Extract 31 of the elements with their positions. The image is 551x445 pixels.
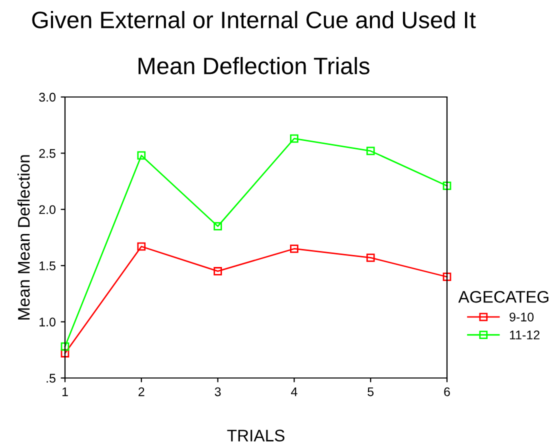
- point: [60, 349, 70, 358]
- y-axis-title: Mean Mean Deflection: [18, 155, 30, 320]
- point: [442, 182, 452, 190]
- y-tick-label: 1.0: [40, 318, 56, 326]
- y-tick-label: 1.5: [40, 262, 56, 270]
- point: [366, 146, 375, 156]
- point: [366, 254, 375, 262]
- x-tick-label: 6: [444, 387, 450, 396]
- legend-title: AGECATEG: [458, 290, 548, 303]
- point: [290, 134, 298, 143]
- point: [60, 342, 70, 351]
- point: [442, 272, 452, 282]
- y-tick-label: 3.0: [39, 92, 56, 102]
- x-tick-label: 2: [138, 387, 144, 396]
- x-tick-label: 5: [368, 387, 374, 396]
- y-tick-label: 2.5: [39, 149, 56, 158]
- x-axis-title: TRIALS: [227, 430, 284, 442]
- point: [137, 242, 146, 251]
- point: [137, 151, 146, 160]
- point: [214, 222, 222, 230]
- point: [290, 244, 298, 253]
- chart-subtitle: Mean Deflection Trials: [138, 56, 370, 74]
- y-tick-label: 2.0: [39, 205, 56, 214]
- x-tick-label: 4: [291, 387, 298, 396]
- point: [214, 267, 222, 276]
- x-tick-label: 3: [214, 387, 221, 396]
- legend-label: 11-12: [510, 330, 540, 340]
- x-tick-label: 1: [62, 387, 68, 396]
- legend-label: 9-10: [510, 312, 534, 322]
- chart-title: Given External or Internal Cue and Used It: [32, 10, 476, 28]
- y-tick-label: .5: [46, 374, 56, 383]
